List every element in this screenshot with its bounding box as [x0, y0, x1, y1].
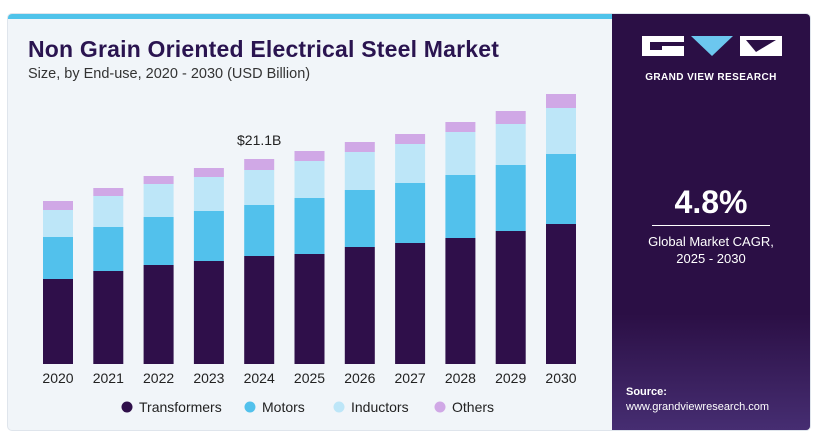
bar-2023-inductors — [193, 177, 224, 211]
x-tick-label: 2025 — [294, 370, 325, 386]
x-tick-label: 2022 — [143, 370, 174, 386]
x-tick-label: 2021 — [93, 370, 124, 386]
x-tick-label: 2029 — [495, 370, 526, 386]
bar-2025-transformers — [294, 254, 325, 364]
bar-2020-transformers — [43, 279, 73, 364]
bar-2021-transformers — [93, 271, 124, 364]
bar-2029-transformers — [495, 231, 526, 364]
legend-label-transformers: Transformers — [139, 399, 222, 415]
chart-title: Non Grain Oriented Electrical Steel Mark… — [28, 36, 500, 62]
bar-2021-inductors — [93, 196, 124, 227]
cagr-label: Global Market CAGR, 2025 - 2030 — [622, 233, 800, 267]
cagr-value: 4.8% — [674, 184, 748, 220]
bar-2030-transformers — [546, 224, 576, 364]
legend-label-inductors: Inductors — [351, 399, 409, 415]
legend-swatch-motors — [244, 401, 256, 413]
bar-2027-transformers — [395, 243, 426, 364]
bar-2030-others — [546, 94, 576, 108]
bar-2022-motors — [143, 217, 174, 265]
bar-2030-motors — [546, 154, 576, 224]
bar-2022-transformers — [143, 265, 174, 364]
bar-2030-inductors — [546, 108, 576, 154]
x-tick-label: 2023 — [193, 370, 224, 386]
bar-2024-inductors — [244, 170, 275, 205]
bar-2025-motors — [294, 198, 325, 254]
bar-2026-motors — [344, 190, 375, 247]
x-axis-ticks: 2020 2021 2022 2023 2024 2025 2026 2027 2028 2029… — [42, 370, 576, 386]
annotations-group: $21.1B — [237, 132, 281, 148]
bar-2021-others — [93, 188, 124, 196]
bar-2023-motors — [193, 211, 224, 261]
bar-2026-inductors — [344, 152, 375, 190]
bar-2020-motors — [43, 237, 73, 279]
panel-glow — [612, 314, 810, 430]
cagr-divider — [652, 225, 770, 226]
legend-swatch-others — [434, 401, 446, 413]
x-tick-label: 2026 — [344, 370, 375, 386]
bar-2022-inductors — [143, 184, 174, 217]
bar-2029-inductors — [495, 124, 526, 165]
bar-2024-transformers — [244, 256, 275, 364]
stacked-bar-chart: 2020 2021 2022 2023 2024 2025 2026 2027 2028 2029… — [42, 94, 577, 415]
chart-card: Non Grain Oriented Electrical Steel Mark… — [8, 14, 810, 430]
bar-2027-inductors — [395, 144, 426, 183]
legend: Transformers Motors Inductors Others — [121, 399, 494, 415]
x-tick-label: 2028 — [445, 370, 476, 386]
accent-bar — [8, 14, 612, 19]
bar-2026-others — [344, 142, 375, 152]
bar-2025-others — [294, 151, 325, 161]
x-tick-label: 2020 — [42, 370, 73, 386]
legend-swatch-transformers — [121, 401, 133, 413]
legend-swatch-inductors — [333, 401, 345, 413]
bar-2024-motors — [244, 205, 275, 256]
x-tick-label: 2024 — [244, 370, 275, 386]
brand-name: GRAND VIEW RESEARCH — [645, 72, 777, 83]
bar-2023-others — [193, 168, 224, 177]
bar-2028-others — [445, 122, 476, 132]
bar-2028-inductors — [445, 132, 476, 175]
x-tick-label: 2030 — [545, 370, 576, 386]
bar-2029-motors — [495, 165, 526, 231]
bar-2022-others — [143, 176, 174, 184]
legend-label-others: Others — [452, 399, 494, 415]
bar-2020-inductors — [43, 210, 73, 237]
bar-2020-others — [43, 201, 73, 210]
bar-2027-others — [395, 134, 426, 144]
bar-2028-motors — [445, 175, 476, 238]
bar-2027-motors — [395, 183, 426, 243]
bar-2028-transformers — [445, 238, 476, 364]
bar-2026-transformers — [344, 247, 375, 364]
bar-2025-inductors — [294, 161, 325, 198]
x-tick-label: 2027 — [395, 370, 426, 386]
bars-group — [43, 94, 576, 364]
legend-label-motors: Motors — [262, 399, 305, 415]
bar-2023-transformers — [193, 261, 224, 364]
bar-annotation: $21.1B — [237, 132, 281, 148]
chart-subtitle: Size, by End-use, 2020 - 2030 (USD Billi… — [28, 66, 311, 82]
bar-2024-others — [244, 159, 275, 170]
source-link[interactable]: www.grandviewresearch.com — [626, 401, 770, 413]
bar-2029-others — [495, 111, 526, 124]
bar-2021-motors — [93, 227, 124, 271]
cagr-label-line2: 2025 - 2030 — [676, 251, 746, 266]
cagr-label-line1: Global Market CAGR, — [648, 234, 774, 249]
brand-panel: GRAND VIEW RESEARCH 4.8% Global Market C… — [612, 14, 810, 430]
source-label: Source: — [626, 386, 667, 398]
gvr-logo-icon — [642, 36, 782, 56]
